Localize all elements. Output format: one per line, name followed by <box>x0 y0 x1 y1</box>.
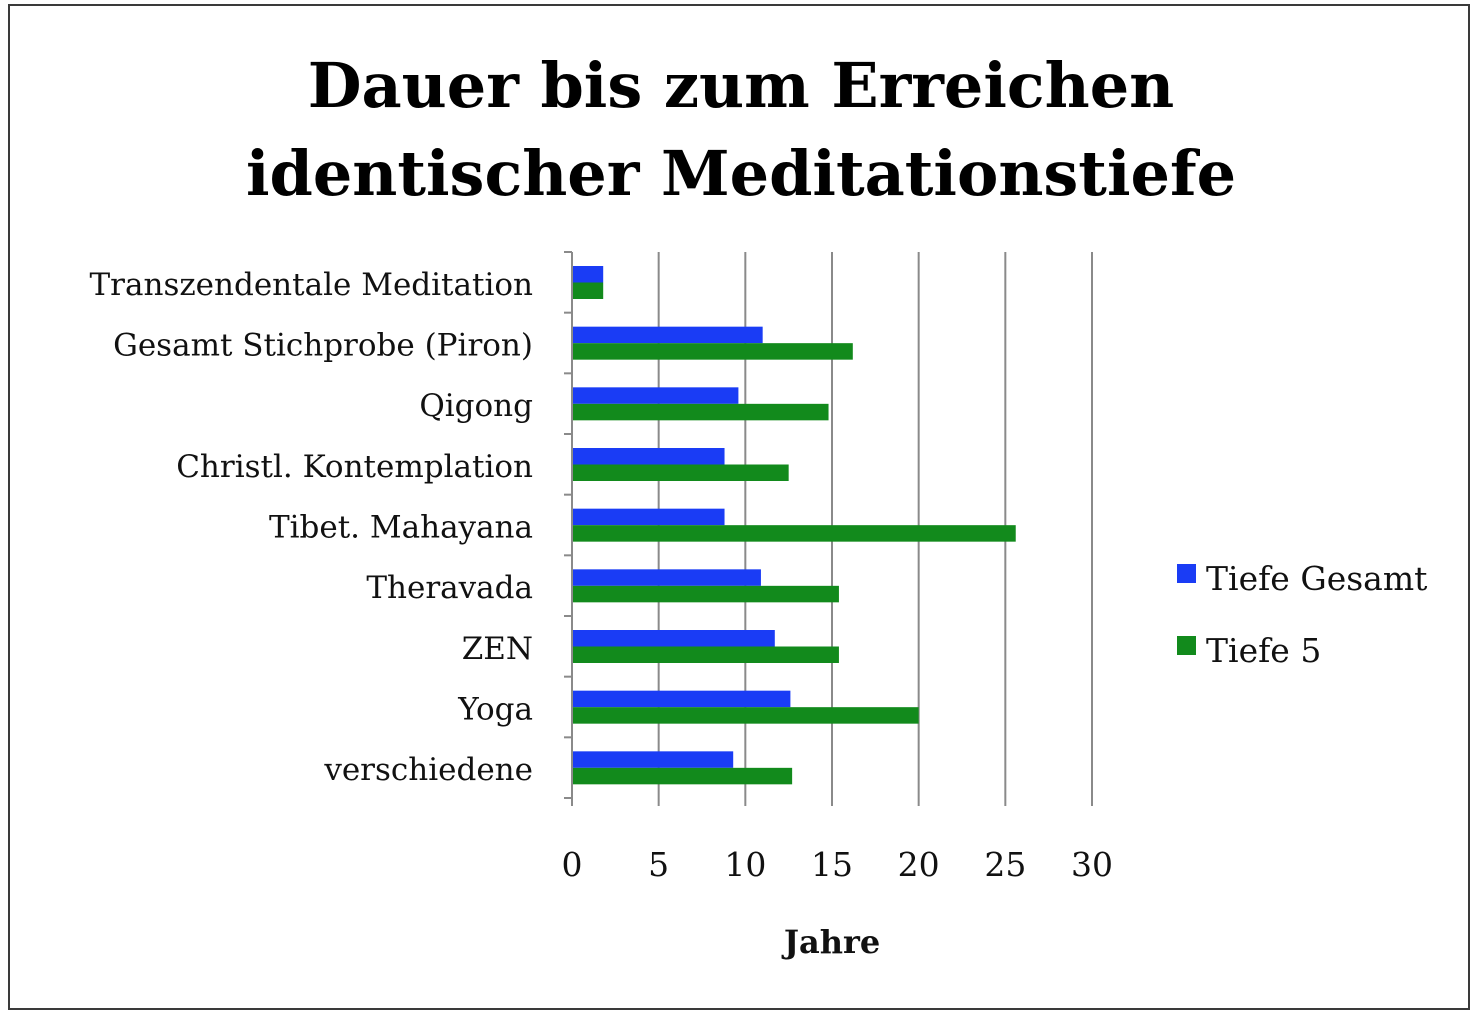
bar-tiefe-5 <box>572 767 793 785</box>
bar-tiefe-5 <box>572 464 789 481</box>
x-tick-label: 15 <box>811 845 853 884</box>
category-label: Gesamt Stichprobe (Piron) <box>113 328 533 364</box>
legend-label: Tiefe 5 <box>1206 631 1321 670</box>
bar-tiefe-gesamt <box>572 266 604 283</box>
chart-title-line-2: identischer Meditationstiefe <box>245 137 1237 210</box>
chart-frame <box>8 4 1470 1010</box>
labels: 0 5 10 15 20 25 30 Transzendentale Meditation Ge… <box>90 267 1114 961</box>
category-label: Qigong <box>419 388 533 424</box>
category-label: Theravada <box>366 570 533 606</box>
category-label: Transzendentale Meditation <box>90 267 534 303</box>
bar-tiefe-gesamt <box>572 630 775 647</box>
bar-tiefe-5 <box>572 282 604 299</box>
axes <box>564 251 1093 806</box>
bar-tiefe-gesamt <box>572 751 734 768</box>
x-tick-label: 0 <box>562 845 583 884</box>
bars <box>572 266 1016 785</box>
x-tick-label: 5 <box>648 845 669 884</box>
x-tick-label: 20 <box>898 845 940 884</box>
bar-tiefe-gesamt <box>572 326 763 344</box>
category-label: ZEN <box>462 631 533 667</box>
bar-tiefe-5 <box>572 403 829 421</box>
x-tick-label: 25 <box>984 845 1026 884</box>
bar-tiefe-5 <box>572 343 853 360</box>
category-label: Yoga <box>457 692 533 728</box>
bar-tiefe-5 <box>572 707 919 724</box>
category-label: verschiedene <box>323 752 533 788</box>
chart-title-line-1: Dauer bis zum Erreichen <box>307 49 1175 122</box>
legend-swatch <box>1177 564 1196 583</box>
bar-tiefe-5 <box>572 525 1016 542</box>
legend-swatch <box>1177 636 1196 655</box>
bar-tiefe-5 <box>572 585 839 603</box>
category-label: Tibet. Mahayana <box>269 510 533 546</box>
x-tick-label: 30 <box>1071 845 1113 884</box>
bar-tiefe-gesamt <box>572 690 791 708</box>
bar-tiefe-5 <box>572 646 839 663</box>
chart-title: Dauer bis zum Erreichen identischer Medi… <box>0 42 1482 218</box>
bar-tiefe-gesamt <box>572 387 739 404</box>
legend-label: Tiefe Gesamt <box>1206 559 1427 598</box>
x-axis-title: Jahre <box>781 923 880 961</box>
x-tick-label: 10 <box>724 845 766 884</box>
bar-tiefe-gesamt <box>572 508 725 526</box>
category-label: Christl. Kontemplation <box>176 449 533 485</box>
legend: Tiefe Gesamt Tiefe 5 <box>1177 559 1427 670</box>
bar-tiefe-gesamt <box>572 448 725 465</box>
bar-tiefe-gesamt <box>572 569 761 586</box>
